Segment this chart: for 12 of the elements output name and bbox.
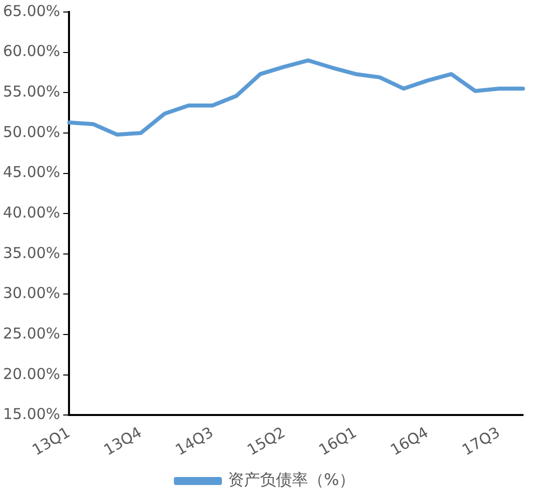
y-tick-label: 35.00% <box>2 244 60 262</box>
y-tick-label: 45.00% <box>2 163 60 182</box>
legend-label: 资产负债率（%） <box>228 470 356 490</box>
y-tick-label: 20.00% <box>2 364 60 383</box>
y-tick-label: 55.00% <box>2 82 60 101</box>
y-tick-label: 50.00% <box>2 122 60 141</box>
y-tick-label: 25.00% <box>2 324 60 342</box>
y-tick-label: 65.00% <box>2 2 60 20</box>
y-tick-label: 40.00% <box>2 203 60 222</box>
y-tick-label: 30.00% <box>2 284 60 302</box>
y-tick-label: 15.00% <box>2 405 60 424</box>
y-tick-label: 60.00% <box>2 42 60 60</box>
